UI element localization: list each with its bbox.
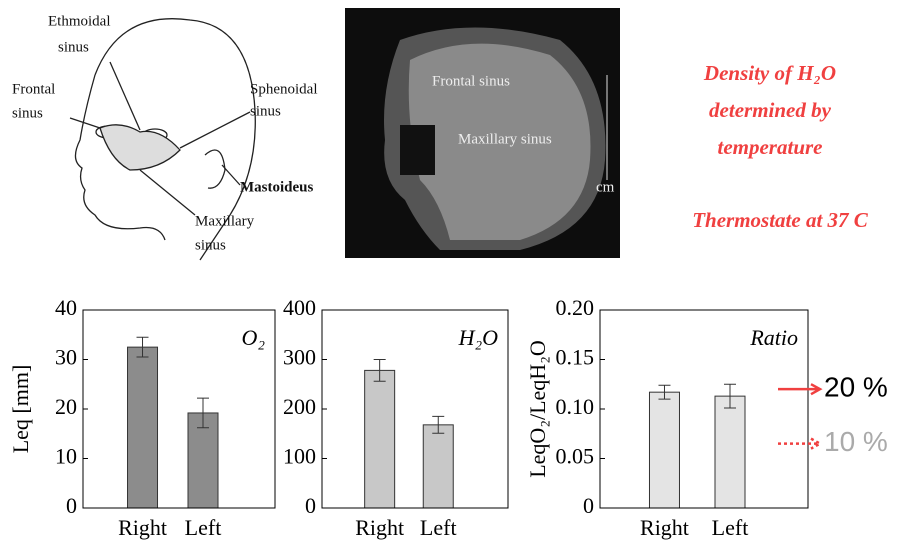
x-tick-label: Left — [185, 515, 222, 540]
illus-label: Frontal — [12, 81, 55, 97]
legend: O₂ — [241, 325, 265, 350]
y-tick-label: 200 — [283, 394, 316, 419]
y-tick-label: 0 — [66, 493, 77, 518]
x-tick-label: Left — [712, 515, 749, 540]
y-tick-label: 10 — [55, 444, 77, 469]
y-tick-label: 100 — [283, 444, 316, 469]
note: Density of H₂O — [703, 61, 836, 85]
y-tick-label: 0 — [305, 493, 316, 518]
x-tick-label: Right — [640, 515, 689, 540]
x-tick-label: Right — [118, 515, 167, 540]
bar — [423, 425, 453, 508]
y-tick-label: 0.20 — [556, 295, 595, 320]
y-tick-label: 30 — [55, 345, 77, 370]
illus-label: Mastoideus — [240, 179, 314, 195]
y-tick-label: 40 — [55, 295, 77, 320]
mri-label: Maxillary sinus — [458, 131, 552, 147]
illus-label: Maxillary — [195, 213, 255, 229]
y-tick-label: 300 — [283, 345, 316, 370]
y-tick-label: 400 — [283, 295, 316, 320]
y-axis-label: LeqO₂/LeqH₂O — [525, 340, 550, 478]
illus-label: sinus — [12, 105, 43, 121]
annotation: 10 % — [824, 426, 888, 457]
x-tick-label: Right — [355, 515, 404, 540]
bar — [649, 392, 679, 508]
y-tick-label: 20 — [55, 394, 77, 419]
bar — [715, 396, 745, 508]
annotation-arrow — [778, 384, 820, 394]
illus-label: Sphenoidal — [250, 81, 318, 97]
legend: H₂O — [458, 325, 499, 350]
annotation-arrow — [778, 439, 820, 449]
mri-label: cm — [596, 179, 615, 195]
illus-label: Ethmoidal — [48, 13, 111, 29]
y-tick-label: 0.15 — [556, 345, 595, 370]
y-axis-label: Leq [mm] — [8, 365, 33, 454]
y-tick-label: 0.10 — [556, 394, 595, 419]
y-tick-label: 0 — [583, 493, 594, 518]
note: temperature — [718, 135, 823, 159]
x-tick-label: Left — [420, 515, 457, 540]
bar — [365, 370, 395, 508]
annotation: 20 % — [824, 372, 888, 403]
bar — [128, 347, 158, 508]
illus-label: sinus — [195, 237, 226, 253]
mri-label: Frontal sinus — [432, 73, 510, 89]
note: Thermostate at 37 C — [692, 208, 869, 232]
illus-label: sinus — [250, 103, 281, 119]
legend: Ratio — [749, 325, 798, 350]
illus-label: sinus — [58, 39, 89, 55]
note: determined by — [709, 98, 832, 122]
page: Ethmoidal sinus Frontal sinus Sphenoidal… — [0, 0, 909, 543]
y-tick-label: 0.05 — [556, 444, 595, 469]
